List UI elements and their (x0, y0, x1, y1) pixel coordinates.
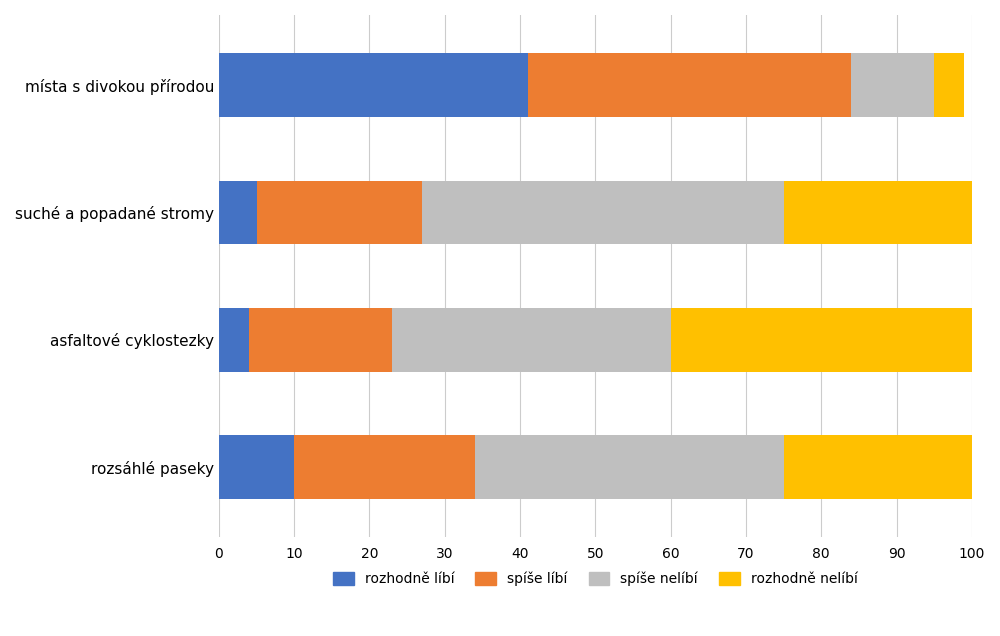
Bar (528, 53, 851, 117)
Bar (219, 308, 249, 372)
Bar (294, 436, 475, 499)
Bar (422, 181, 784, 244)
Bar (934, 53, 964, 117)
Bar (851, 53, 934, 117)
Bar (475, 436, 784, 499)
Bar (249, 308, 392, 372)
Legend: rozhodně líbí, spíše líbí, spíše nelíbí, rozhodně nelíbí: rozhodně líbí, spíše líbí, spíše nelíbí,… (326, 565, 865, 593)
Bar (784, 181, 972, 244)
Bar (257, 181, 422, 244)
Bar (671, 308, 972, 372)
Bar (392, 308, 671, 372)
Bar (219, 53, 528, 117)
Bar (219, 436, 294, 499)
Bar (784, 436, 972, 499)
Bar (219, 181, 257, 244)
